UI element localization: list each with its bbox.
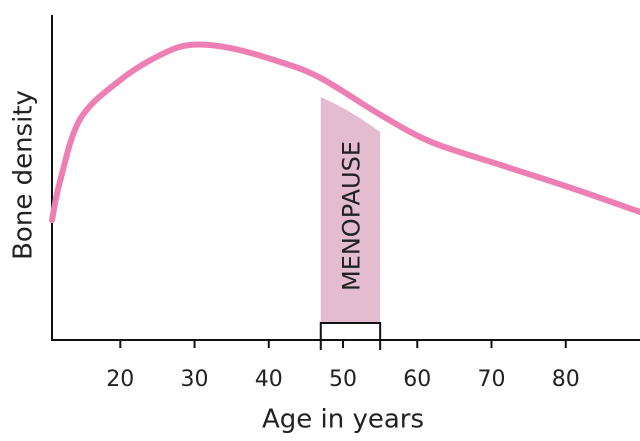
menopause-label: MENOPAUSE xyxy=(337,141,365,291)
menopause-bracket xyxy=(319,322,382,350)
x-tick-label: 40 xyxy=(255,367,283,392)
x-tick-label: 70 xyxy=(478,367,506,392)
x-tick-label: 60 xyxy=(403,367,431,392)
x-axis-title: Age in years xyxy=(262,405,424,435)
menopause-band xyxy=(320,97,381,323)
line xyxy=(49,41,640,224)
x-tick-label: 80 xyxy=(552,367,580,392)
x-tick-label: 50 xyxy=(329,367,357,392)
x-tick-label: 20 xyxy=(106,367,134,392)
x-tick-label: 30 xyxy=(181,367,209,392)
y-axis-title: Bone density xyxy=(9,90,39,260)
